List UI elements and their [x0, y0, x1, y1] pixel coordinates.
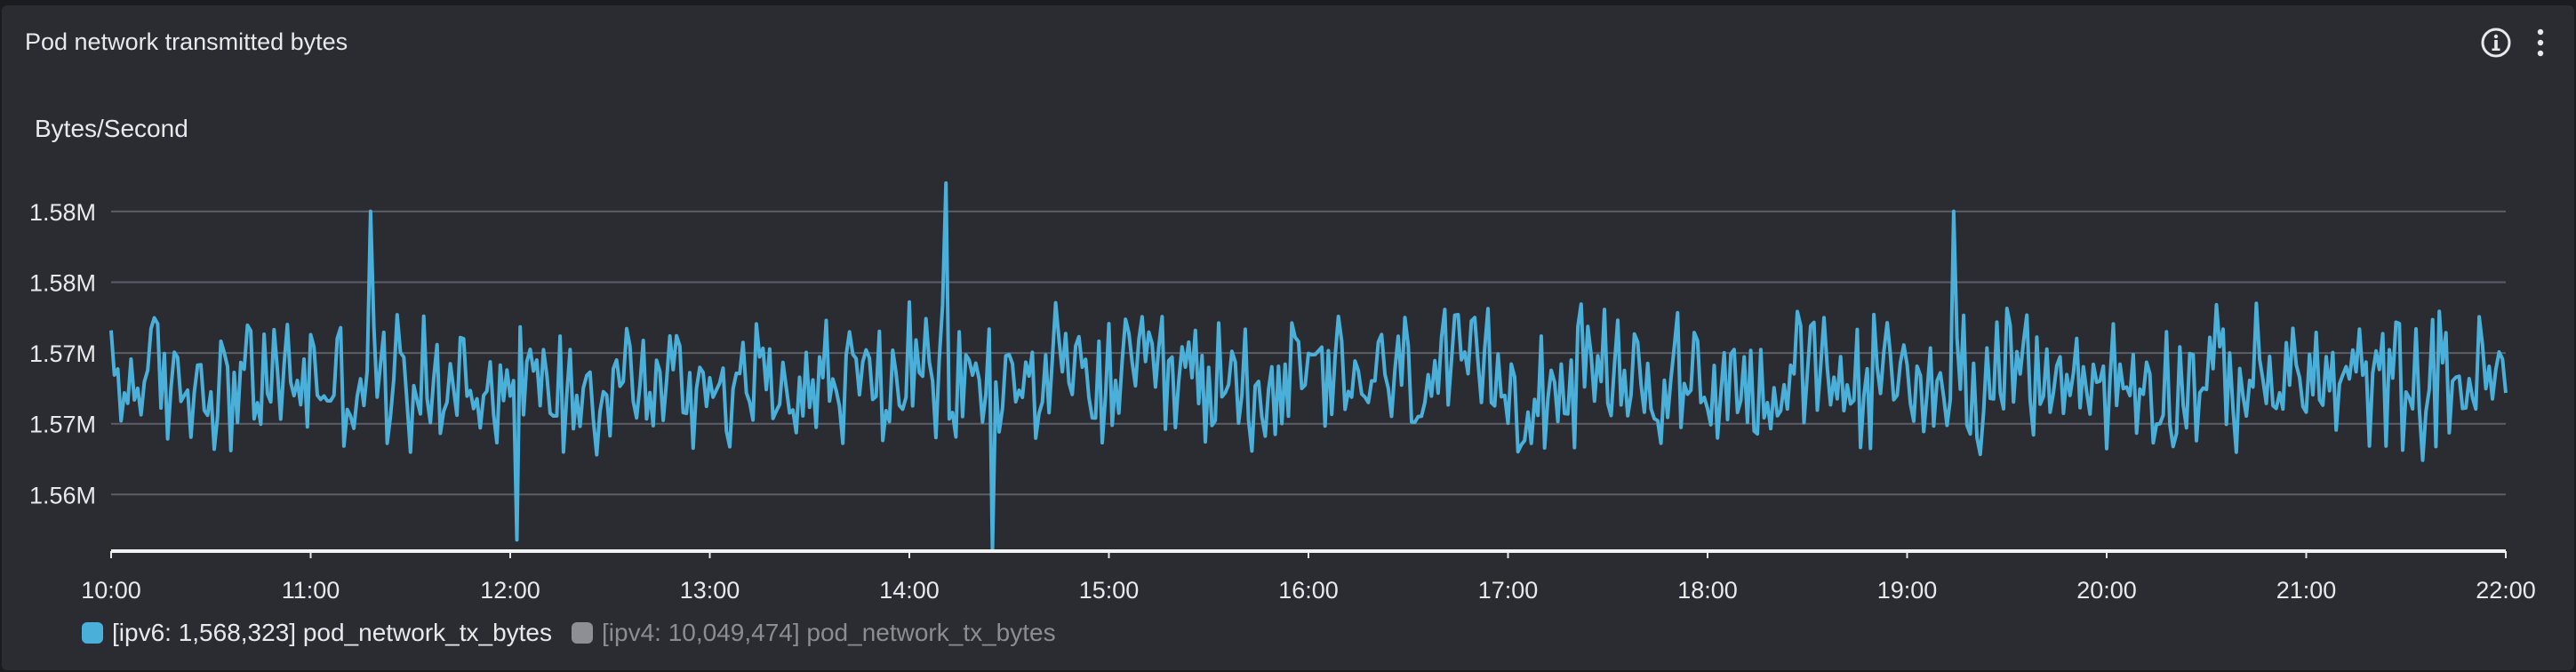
- chart-legend: [ipv6: 1,568,323] pod_network_tx_bytes […: [82, 619, 1056, 647]
- x-tick-label: 17:00: [1478, 577, 1539, 604]
- y-tick-label: 1.58M: [29, 269, 96, 296]
- x-tick-label: 19:00: [1877, 577, 1938, 604]
- y-axis-label: Bytes/Second: [35, 115, 188, 142]
- chart-panel: Pod network transmitted bytes: [2, 5, 2574, 670]
- x-tick-label: 15:00: [1079, 577, 1140, 604]
- y-tick-label: 1.56M: [29, 482, 96, 508]
- x-tick-label: 10:00: [81, 577, 141, 604]
- y-tick-label: 1.57M: [29, 412, 96, 438]
- x-axis-ticks: 10:00 11:00 12:00 13:00 14:00 15:00 16:00 17:00…: [81, 551, 2536, 604]
- y-tick-label: 1.58M: [29, 199, 96, 226]
- legend-item-ipv4[interactable]: [ipv4: 10,049,474] pod_network_tx_bytes: [572, 619, 1056, 647]
- legend-item-ipv6[interactable]: [ipv6: 1,568,323] pod_network_tx_bytes: [82, 619, 552, 647]
- legend-swatch-ipv4: [572, 622, 594, 644]
- legend-swatch-ipv6: [82, 622, 103, 644]
- y-tick-label: 1.57M: [29, 340, 96, 367]
- x-tick-label: 20:00: [2076, 577, 2137, 604]
- x-tick-label: 21:00: [2276, 577, 2337, 604]
- y-axis-ticks: 1.56M 1.57M 1.57M 1.58M 1.58M: [29, 199, 96, 508]
- vertical-ellipsis-icon[interactable]: [2535, 27, 2546, 59]
- panel-title: Pod network transmitted bytes: [25, 28, 348, 55]
- x-tick-label: 18:00: [1677, 577, 1738, 604]
- series-layer: [109, 181, 2508, 553]
- x-tick-label: 12:00: [480, 577, 540, 604]
- legend-label-ipv6: [ipv6: 1,568,323] pod_network_tx_bytes: [112, 619, 553, 646]
- info-circle-icon[interactable]: [2480, 27, 2512, 59]
- series-line-ipv6[interactable]: [109, 181, 2508, 553]
- x-tick-label: 16:00: [1278, 577, 1339, 604]
- x-tick-label: 13:00: [680, 577, 740, 604]
- x-tick-label: 14:00: [879, 577, 940, 604]
- legend-label-ipv4: [ipv4: 10,049,474] pod_network_tx_bytes: [602, 619, 1056, 646]
- panel-header-actions: [2480, 27, 2546, 59]
- x-tick-label: 11:00: [282, 577, 340, 604]
- x-tick-label: 22:00: [2476, 577, 2536, 604]
